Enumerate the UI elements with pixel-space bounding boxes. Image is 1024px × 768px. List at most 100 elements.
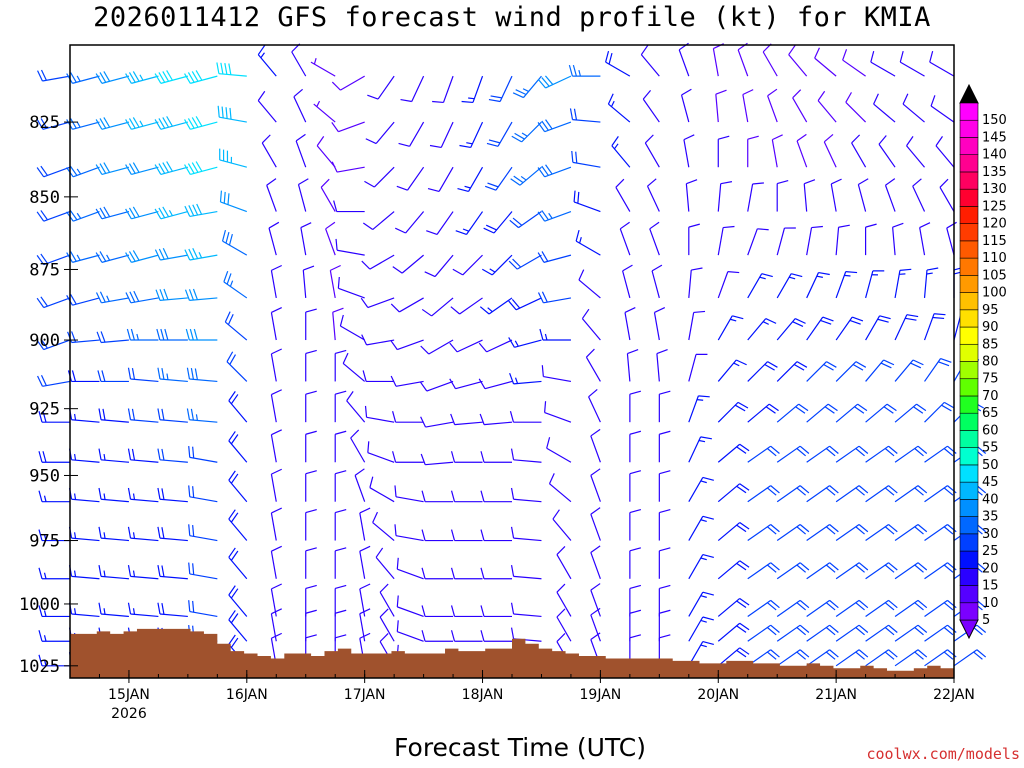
barb-flag: [335, 430, 347, 435]
barb-flag: [902, 93, 909, 105]
wind-barb: [488, 75, 513, 103]
wind-barb: [894, 624, 928, 642]
barb-flag: [888, 624, 898, 633]
barb-flag: [127, 602, 132, 615]
barb-flag: [858, 624, 869, 633]
colorbar-label: 105: [982, 268, 1007, 283]
barb-flag: [767, 627, 777, 636]
wind-barb: [359, 545, 371, 579]
barb-flag: [888, 445, 898, 454]
wind-barb: [924, 445, 957, 463]
barb-flag: [541, 120, 549, 131]
barb-shaft: [688, 591, 704, 617]
barb-flag: [702, 591, 714, 596]
wind-barb: [537, 75, 572, 89]
barb-shaft: [295, 140, 307, 168]
barb-flag: [511, 298, 521, 309]
barb-half-flag: [103, 570, 106, 577]
y-tick-label: 1000: [19, 595, 60, 615]
x-tick-label: 15JAN: [108, 687, 150, 703]
barb-shaft: [228, 479, 248, 503]
barb-flag: [947, 445, 957, 454]
barb-shaft: [806, 485, 830, 503]
barb-shaft: [776, 624, 801, 642]
barb-flag: [829, 624, 839, 633]
wind-barb: [717, 560, 750, 580]
barb-flag: [855, 564, 865, 573]
barb-half-flag: [789, 276, 796, 280]
barb-flag: [768, 403, 779, 412]
barb-shaft: [401, 254, 424, 274]
barb-half-flag: [73, 413, 77, 421]
barb-shaft: [436, 211, 454, 235]
barb-flag: [739, 622, 750, 631]
barb-flag: [739, 522, 750, 530]
barb-shaft: [100, 459, 129, 463]
barb-flag: [332, 307, 344, 313]
barb-shaft: [923, 269, 928, 298]
barb-flag: [71, 370, 77, 382]
barb-shaft: [590, 589, 601, 617]
barb-shaft: [130, 575, 159, 580]
barb-flag: [590, 632, 601, 640]
barb-shaft: [407, 166, 425, 191]
barb-shaft: [688, 395, 699, 423]
barb-flag: [188, 485, 191, 497]
barb-flag: [739, 560, 750, 568]
barb-shaft: [190, 166, 218, 176]
barb-shaft: [130, 498, 159, 503]
barb-flag: [947, 599, 957, 609]
wind-barb: [449, 339, 483, 353]
x-axis-label: Forecast Time (UTC): [394, 733, 646, 762]
barb-flag: [225, 231, 230, 244]
barb-shaft: [100, 498, 129, 503]
barb-flag: [223, 191, 226, 204]
barb-shaft: [130, 537, 159, 542]
barb-half-flag: [696, 399, 704, 401]
barb-flag: [659, 609, 671, 614]
barb-flag: [941, 404, 952, 412]
barb-flag: [400, 98, 412, 103]
barb-flag: [230, 394, 239, 405]
barb-shaft: [71, 419, 100, 423]
wind-barb: [629, 430, 642, 463]
barb-shaft: [747, 562, 772, 580]
barb-flag: [581, 308, 590, 319]
barb-half-flag: [844, 274, 851, 277]
wind-barb: [806, 445, 839, 463]
barb-flag: [427, 187, 440, 193]
barb-flag: [888, 524, 898, 533]
barb-flag: [940, 357, 952, 363]
colorbar-swatch: [959, 412, 979, 431]
wind-barb: [590, 583, 601, 617]
wind-barb: [573, 190, 601, 213]
barb-flag: [227, 314, 234, 325]
wind-barb: [125, 162, 159, 176]
barb-flag: [271, 608, 282, 615]
wind-barb: [806, 599, 839, 617]
x-tick-label: 21JAN: [815, 687, 857, 703]
barb-flag: [420, 345, 430, 355]
barb-flag: [305, 308, 317, 313]
barb-shaft: [359, 512, 366, 541]
credit-link[interactable]: coolwx.com/models: [866, 745, 1020, 763]
wind-barb: [508, 254, 542, 270]
barb-half-flag: [522, 88, 529, 92]
wind-barb: [478, 339, 513, 353]
barb-flag: [770, 445, 780, 454]
barb-half-flag: [195, 414, 199, 421]
wind-barb: [38, 567, 70, 580]
barb-shaft: [220, 201, 248, 213]
barb-shaft: [747, 523, 772, 542]
wind-barb: [511, 121, 542, 143]
wind-barb: [537, 119, 572, 133]
barb-shaft: [159, 297, 188, 301]
barb-flag: [158, 72, 166, 83]
wind-barb: [892, 222, 904, 256]
barb-flag: [622, 264, 633, 272]
barb-half-flag: [76, 212, 82, 219]
barb-flag: [739, 597, 750, 606]
barb-flag: [102, 408, 106, 421]
wind-barb: [480, 451, 512, 463]
barb-flag: [480, 490, 485, 502]
